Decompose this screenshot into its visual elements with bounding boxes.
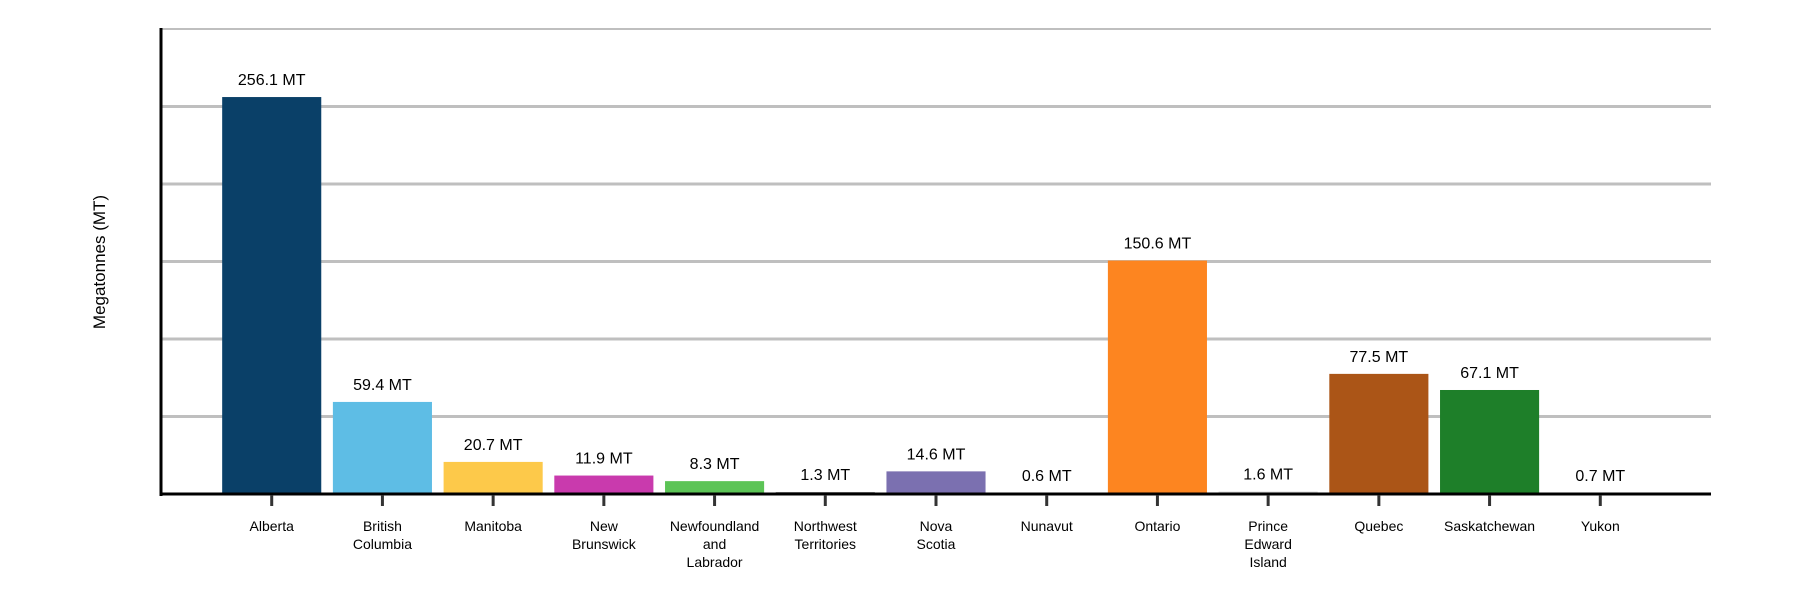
category-label-line: Scotia	[917, 536, 956, 552]
category-label-line: Saskatchewan	[1444, 518, 1535, 534]
value-label: 11.9 MT	[575, 451, 633, 468]
category-label: Prince Edward Island	[1244, 518, 1291, 570]
value-label: 77.5 MT	[1350, 349, 1409, 366]
category-label: Quebec	[1354, 518, 1403, 534]
category-label: British Columbia	[353, 518, 412, 552]
value-label: 0.7 MT	[1575, 468, 1625, 485]
category-label-line: Prince	[1248, 518, 1288, 534]
bar	[1329, 373, 1429, 494]
category-label-line: Alberta	[250, 518, 295, 534]
value-label: 59.4 MT	[353, 377, 412, 394]
category-label: Nunavut	[1021, 518, 1073, 534]
value-label: 67.1 MT	[1460, 365, 1519, 382]
category-label-line: Ontario	[1134, 518, 1180, 534]
category-label: Alberta	[250, 518, 295, 534]
category-label-line: Northwest	[794, 518, 857, 534]
category-label-line: Newfoundland	[670, 518, 760, 534]
gridlines	[161, 28, 1711, 418]
category-label: Ontario	[1134, 518, 1180, 534]
bars	[222, 97, 1650, 495]
bar	[886, 471, 986, 494]
category-label: New Brunswick	[572, 518, 637, 552]
category-label-line: Nova	[920, 518, 953, 534]
value-label: 150.6 MT	[1124, 236, 1192, 253]
category-labels: Alberta British Columbia Manitoba New Brunswi…	[250, 518, 1620, 570]
value-labels: 256.1 MT 59.4 MT 20.7 MT 11.9 MT 8.3 MT 1.3 M…	[238, 72, 1625, 485]
category-label-line: Manitoba	[464, 518, 522, 534]
category-label-line: Quebec	[1354, 518, 1403, 534]
category-label-line: Brunswick	[572, 536, 637, 552]
category-label-line: British	[363, 518, 402, 534]
bar	[222, 97, 322, 495]
bar	[332, 401, 432, 494]
category-label-line: and	[703, 536, 726, 552]
category-label-line: Columbia	[353, 536, 412, 552]
category-label: Manitoba	[464, 518, 522, 534]
x-ticks	[270, 495, 1602, 506]
category-label-line: Yukon	[1581, 518, 1620, 534]
y-axis-title: Megatonnes (MT)	[90, 195, 109, 329]
bar	[1107, 260, 1207, 494]
category-label-line: Nunavut	[1021, 518, 1073, 534]
category-label: Northwest Territories	[794, 518, 857, 552]
category-label-line: Edward	[1244, 536, 1291, 552]
value-label: 256.1 MT	[238, 72, 306, 89]
category-label-line: New	[590, 518, 619, 534]
value-label: 1.3 MT	[800, 467, 850, 484]
value-label: 14.6 MT	[907, 446, 966, 463]
category-label: Saskatchewan	[1444, 518, 1535, 534]
bar	[665, 481, 765, 494]
bar	[554, 475, 654, 494]
bar	[443, 461, 543, 494]
category-label-line: Labrador	[687, 554, 743, 570]
value-label: 20.7 MT	[464, 437, 523, 454]
value-label: 0.6 MT	[1022, 468, 1072, 485]
category-label: Newfoundland and Labrador	[670, 518, 760, 570]
value-label: 8.3 MT	[690, 456, 740, 473]
value-label: 1.6 MT	[1243, 467, 1293, 484]
category-label-line: Island	[1249, 554, 1286, 570]
category-label: Yukon	[1581, 518, 1620, 534]
category-label-line: Territories	[795, 536, 856, 552]
bar	[1440, 389, 1540, 494]
category-label: Nova Scotia	[917, 518, 956, 552]
